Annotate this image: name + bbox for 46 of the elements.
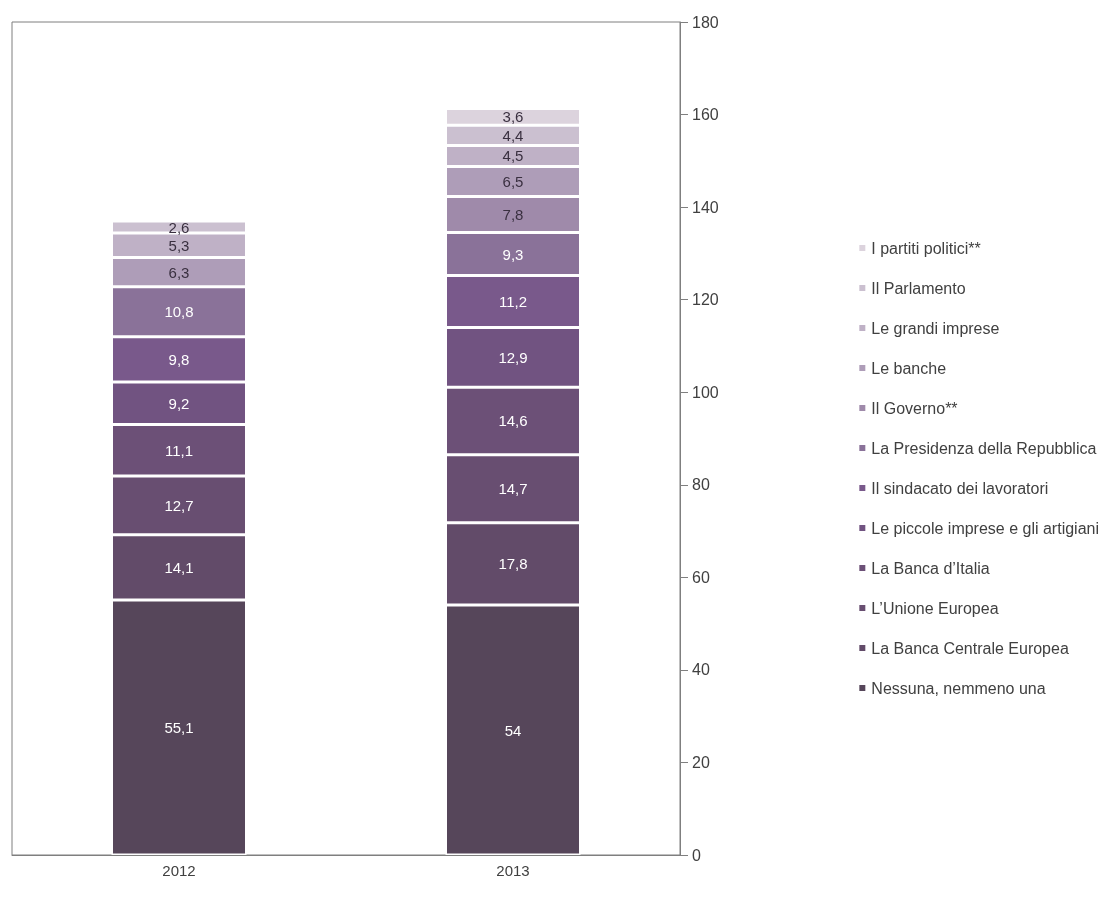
legend-label: Le piccole imprese e gli artigiani — [871, 519, 1099, 537]
y-tick-label: 100 — [692, 383, 719, 401]
data-label: 10,8 — [164, 303, 194, 321]
y-tick-label: 160 — [692, 106, 719, 124]
legend-label: Il Governo** — [871, 399, 958, 417]
legend-label: Nessuna, nemmeno una — [871, 679, 1046, 697]
data-label: 9,2 — [168, 394, 190, 412]
data-label: 2,6 — [168, 218, 190, 236]
data-label: 12,9 — [498, 348, 528, 366]
data-label: 9,3 — [502, 245, 524, 263]
data-label: 54 — [504, 721, 522, 739]
y-tick-label: 40 — [692, 661, 710, 679]
y-tick-label: 60 — [692, 568, 710, 586]
legend-label: L’Unione Europea — [871, 599, 999, 617]
y-tick-label: 80 — [692, 476, 710, 494]
data-label: 12,7 — [164, 496, 194, 514]
data-label: 9,8 — [168, 350, 190, 368]
data-label: 6,3 — [168, 263, 190, 281]
data-label: 14,7 — [498, 480, 528, 498]
legend-label: La Presidenza della Repubblica — [871, 439, 1097, 457]
x-tick-label: 2013 — [496, 862, 530, 879]
data-label: 14,1 — [164, 558, 194, 576]
x-tick-label: 2012 — [162, 862, 196, 879]
legend-label: La Banca d’Italia — [871, 559, 990, 577]
y-tick-label: 180 — [692, 13, 719, 31]
data-label: 11,2 — [498, 293, 528, 311]
data-label: 3,6 — [502, 108, 524, 126]
y-tick-label: 120 — [692, 291, 719, 309]
legend-label: Le banche — [871, 359, 947, 377]
data-label: 6,5 — [502, 172, 524, 190]
legend-label: Il Parlamento — [871, 279, 966, 297]
data-label: 17,8 — [498, 555, 528, 573]
legend-label: I partiti politici** — [871, 239, 981, 257]
data-label: 7,8 — [502, 206, 524, 224]
data-label: 5,3 — [168, 236, 190, 254]
data-label: 11,1 — [164, 441, 194, 459]
data-label: 4,5 — [502, 147, 524, 165]
y-tick-label: 0 — [692, 846, 701, 864]
data-label: 14,6 — [498, 412, 528, 430]
legend-label: Il sindacato dei lavoratori — [871, 479, 1049, 497]
legend-label: La Banca Centrale Europea — [871, 639, 1069, 657]
y-tick-label: 140 — [692, 198, 719, 216]
legend-label: Le grandi imprese — [871, 319, 1000, 337]
data-label: 55,1 — [164, 719, 194, 736]
data-label: 4,4 — [502, 126, 524, 144]
y-tick-label: 20 — [692, 753, 710, 771]
